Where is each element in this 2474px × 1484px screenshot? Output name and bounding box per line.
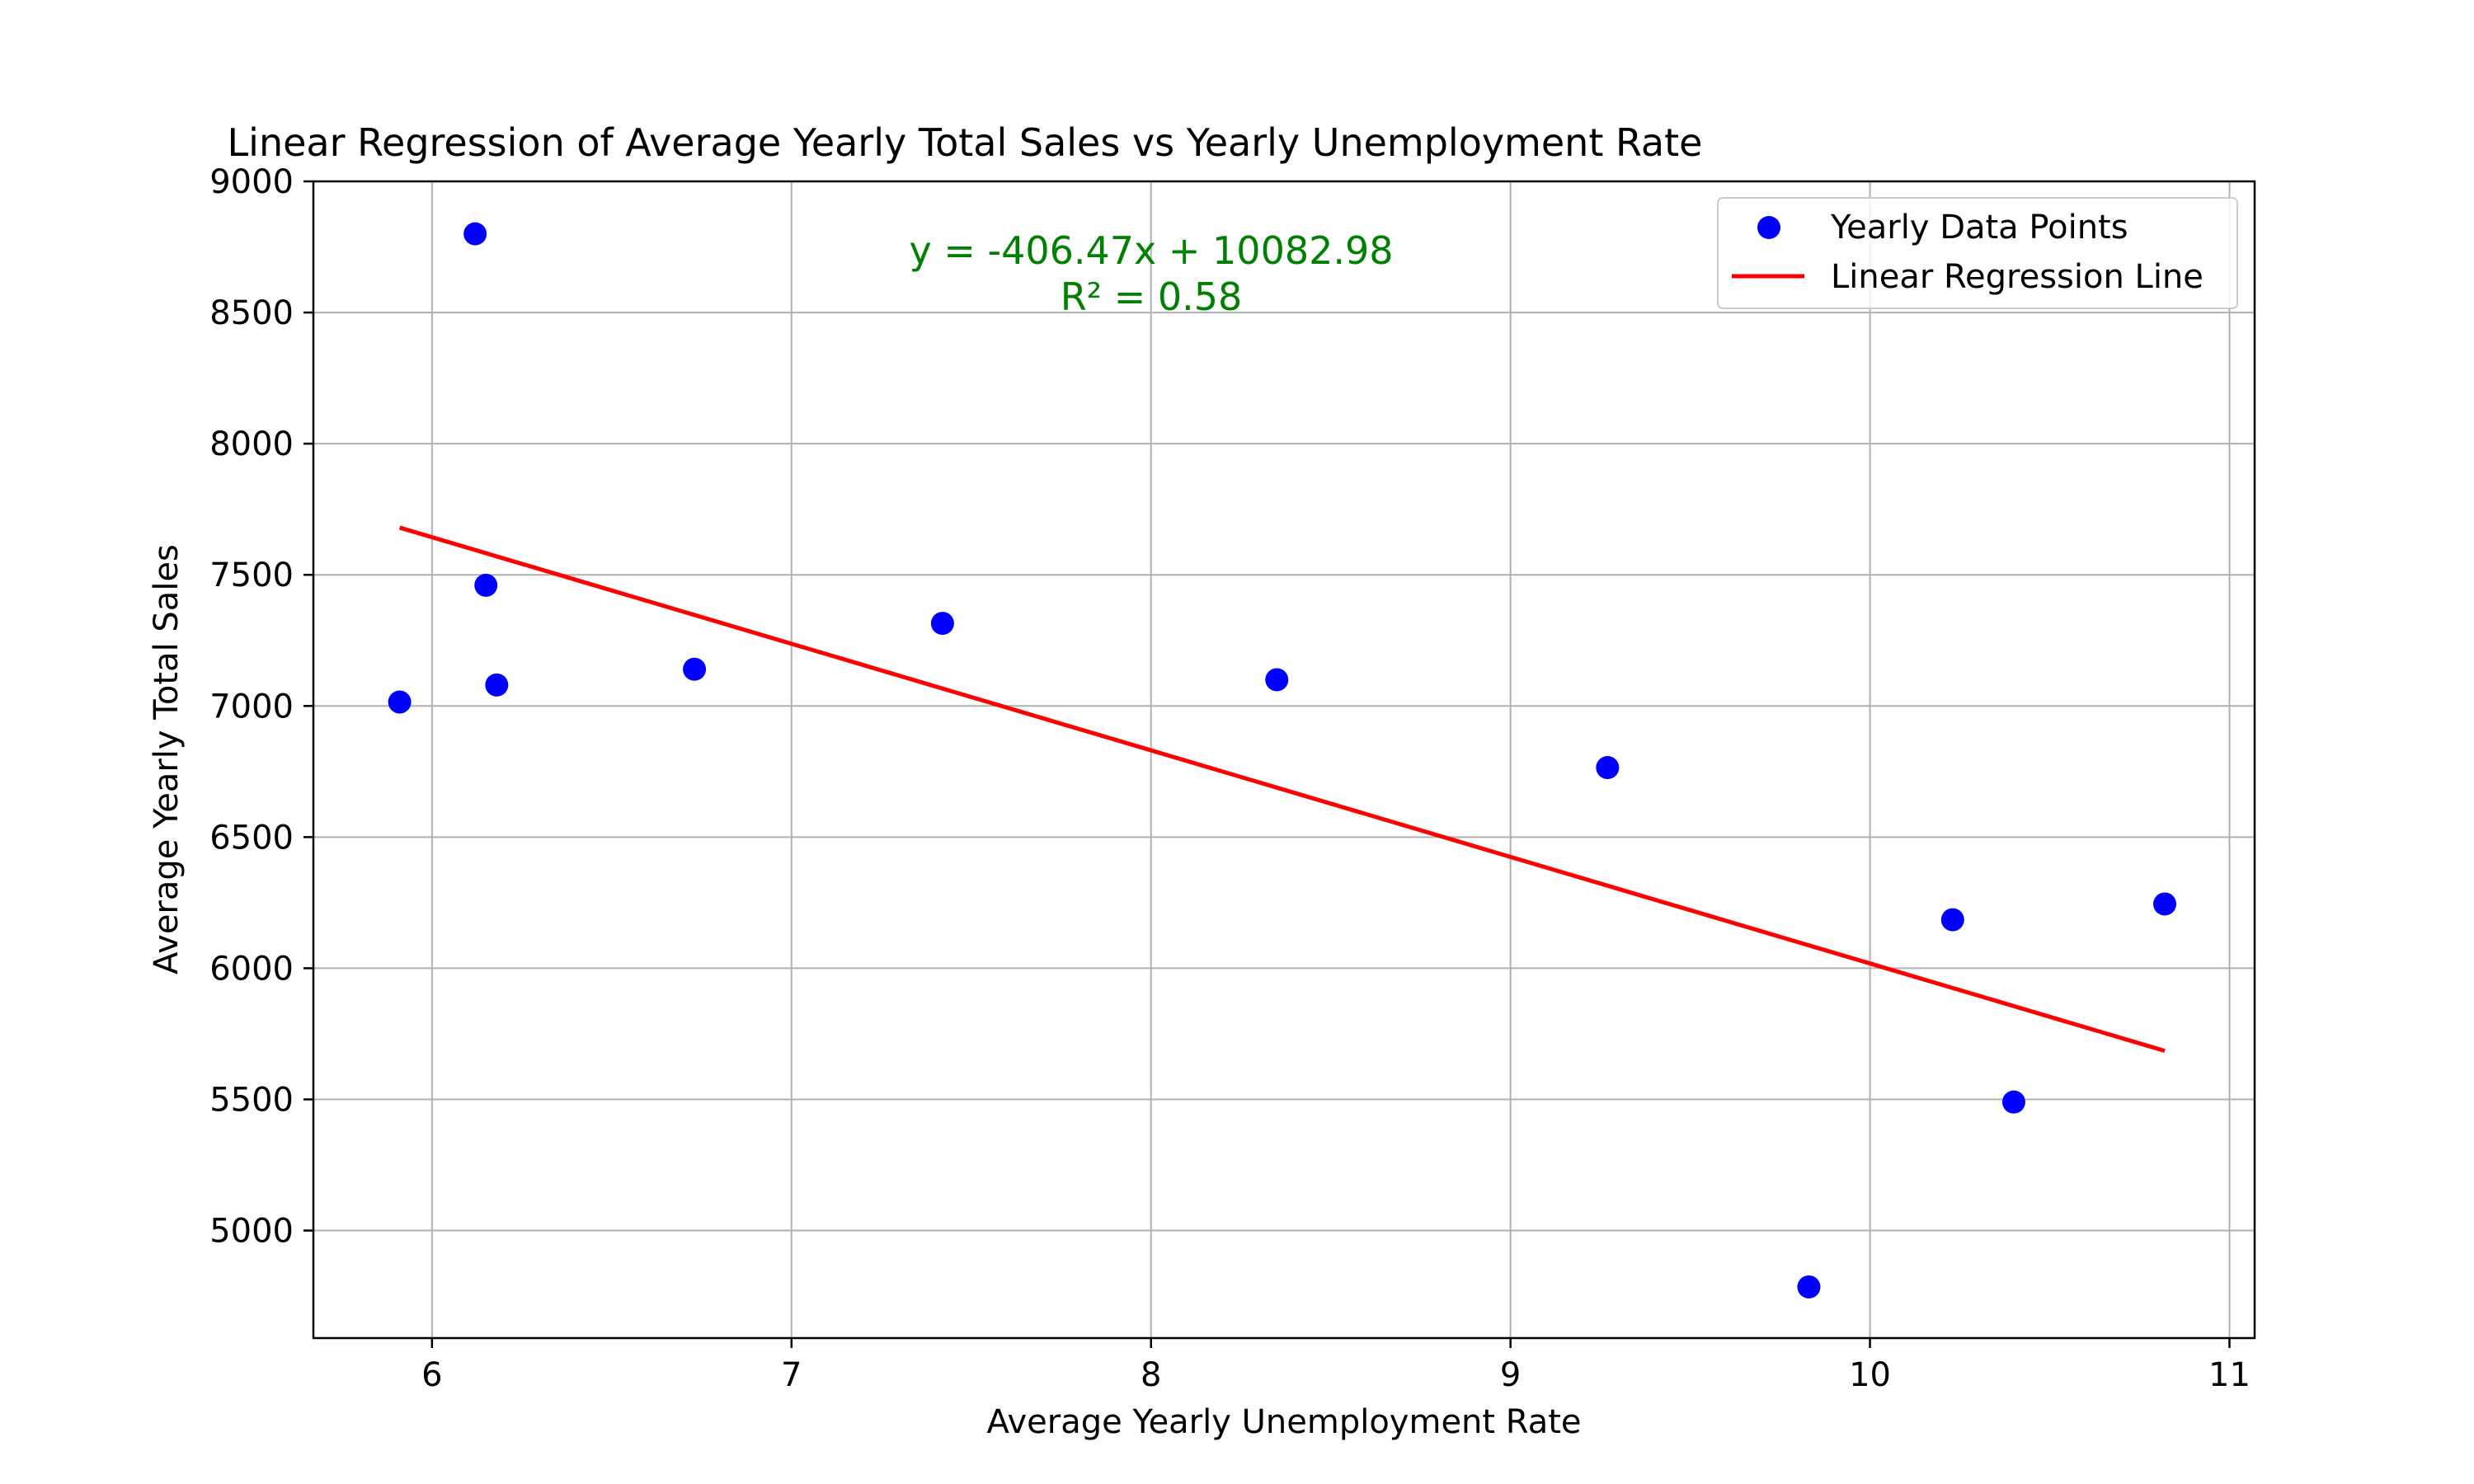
grid <box>313 181 2255 1338</box>
y-tick-label: 8500 <box>209 294 294 332</box>
data-point <box>485 673 509 697</box>
series-layer <box>388 222 2177 1298</box>
legend-label-scatter: Yearly Data Points <box>1830 209 2128 247</box>
data-point <box>683 657 707 681</box>
y-tick-label: 6000 <box>209 950 294 988</box>
x-axis: 6 7 8 9 10 11 <box>421 1338 2251 1394</box>
x-tick-label: 8 <box>1141 1356 1161 1394</box>
y-tick-label: 7000 <box>209 688 294 726</box>
data-point <box>930 612 954 636</box>
y-tick-label: 7500 <box>209 556 294 594</box>
legend: Yearly Data Points Linear Regression Lin… <box>1717 197 2238 309</box>
regression-annotation: y = -406.47x + 10082.98 R² = 0.58 <box>909 228 1393 319</box>
x-axis-label: Average Yearly Unemployment Rate <box>986 1403 1581 1441</box>
y-tick-label: 8000 <box>209 425 294 463</box>
data-point <box>1797 1275 1821 1298</box>
plot-area <box>312 180 2256 1340</box>
data-point <box>463 222 487 246</box>
data-point <box>2153 892 2177 916</box>
data-point <box>1265 668 1289 692</box>
y-tick-label: 5500 <box>209 1081 294 1119</box>
legend-box <box>1717 197 2238 309</box>
y-tick-label: 6500 <box>209 819 294 857</box>
x-tick-label: 9 <box>1500 1356 1521 1394</box>
y-axis-label: Average Yearly Total Sales <box>148 544 186 974</box>
x-tick-label: 10 <box>1849 1356 1891 1394</box>
legend-label-line: Linear Regression Line <box>1831 258 2204 296</box>
chart-title: Linear Regression of Average Yearly Tota… <box>228 120 1703 165</box>
regression-equation: y = -406.47x + 10082.98 <box>909 228 1393 273</box>
y-axis: 5000 5500 6000 6500 7000 7500 8000 8500 9000 <box>209 163 313 1251</box>
data-point <box>388 690 412 714</box>
data-point <box>474 573 498 597</box>
x-tick-label: 7 <box>781 1356 802 1394</box>
regression-r-squared: R² = 0.58 <box>1061 275 1243 319</box>
x-tick-label: 11 <box>2208 1356 2251 1394</box>
x-tick-label: 6 <box>421 1356 442 1394</box>
legend-marker-scatter <box>1757 216 1780 239</box>
data-point <box>1940 908 1964 932</box>
data-point <box>2001 1090 2025 1114</box>
data-point <box>1596 756 1620 780</box>
regression-line <box>398 525 2166 1054</box>
y-tick-label: 5000 <box>209 1213 294 1251</box>
y-tick-label: 9000 <box>209 163 294 201</box>
